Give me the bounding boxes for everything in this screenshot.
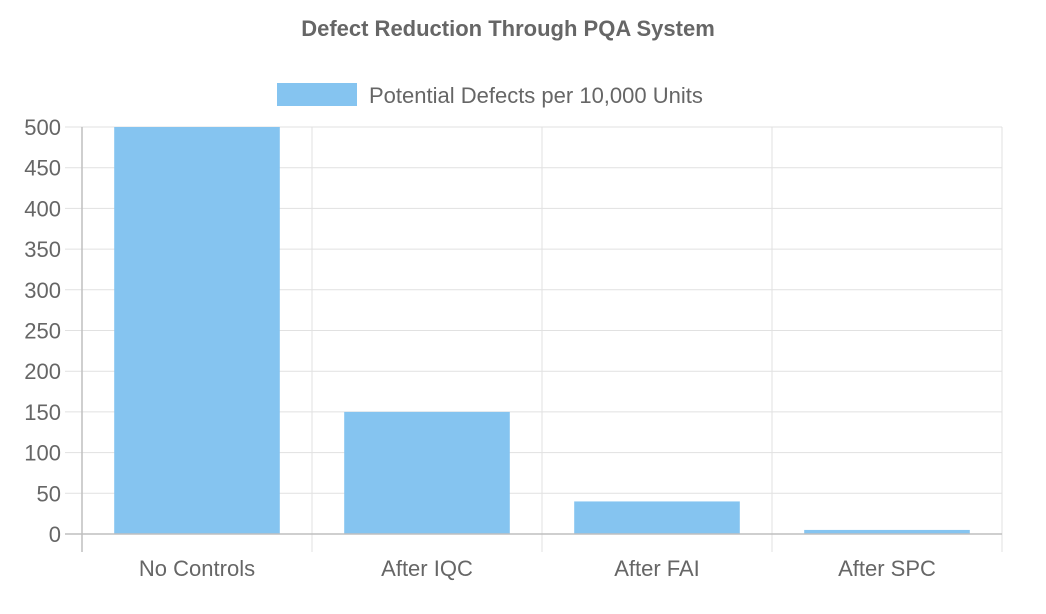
legend-swatch <box>277 83 357 106</box>
y-tick-label: 300 <box>24 278 61 303</box>
y-tick-label: 150 <box>24 400 61 425</box>
bar[interactable] <box>114 127 280 534</box>
y-tick-label: 0 <box>49 522 61 547</box>
bar[interactable] <box>804 529 970 534</box>
x-axis-tick-labels: No Controls After IQC After FAI After SPC <box>139 556 936 581</box>
bar[interactable] <box>344 411 510 534</box>
x-tick-label: No Controls <box>139 556 255 581</box>
legend-label: Potential Defects per 10,000 Units <box>369 83 703 108</box>
y-tick-label: 250 <box>24 319 61 344</box>
axes <box>65 127 1002 552</box>
x-tick-label: After IQC <box>381 556 473 581</box>
y-tick-label: 50 <box>37 481 61 506</box>
legend[interactable]: Potential Defects per 10,000 Units <box>277 83 703 108</box>
y-tick-label: 500 <box>24 115 61 140</box>
x-tick-label: After SPC <box>838 556 936 581</box>
y-tick-label: 350 <box>24 237 61 262</box>
x-tick-label: After FAI <box>614 556 700 581</box>
y-tick-label: 100 <box>24 441 61 466</box>
y-tick-label: 200 <box>24 359 61 384</box>
bars <box>114 127 970 534</box>
y-tick-label: 400 <box>24 196 61 221</box>
bar[interactable] <box>574 501 740 534</box>
y-axis-tick-labels: 0 50 100 150 200 250 300 350 400 450 500 <box>24 115 61 547</box>
chart-title: Defect Reduction Through PQA System <box>301 16 715 41</box>
y-tick-label: 450 <box>24 156 61 181</box>
